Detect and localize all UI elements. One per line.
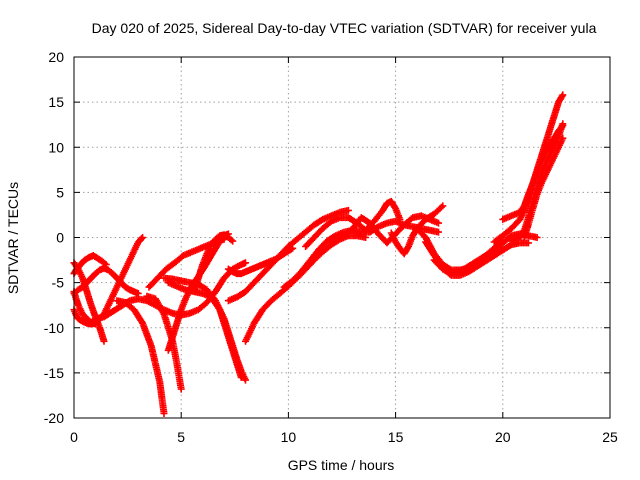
data-series	[70, 91, 567, 417]
series-markers	[302, 197, 404, 250]
series-arc27	[520, 134, 567, 241]
y-tick-label: 15	[48, 94, 64, 110]
y-axis-label: SDTVAR / TECUs	[5, 182, 21, 294]
y-tick-label: -20	[44, 410, 64, 426]
series-markers	[113, 297, 168, 417]
y-tick-label: 20	[48, 49, 64, 65]
y-tick-label: -15	[44, 365, 64, 381]
x-axis-label: GPS time / hours	[288, 457, 395, 473]
series-markers	[387, 202, 447, 258]
axis-ticks: 0 5 10 15 20 25 -20 -15 -10 -5 0 5 10 15 20	[44, 49, 618, 445]
x-tick-label: 5	[177, 429, 185, 445]
series-arc7	[113, 297, 168, 417]
series-markers	[224, 206, 352, 305]
y-tick-label: 10	[48, 139, 64, 155]
x-tick-label: 0	[70, 429, 78, 445]
series-arc13	[190, 231, 237, 296]
y-tick-label: 0	[56, 230, 64, 246]
x-tick-label: 25	[602, 429, 618, 445]
series-arc15	[224, 206, 352, 305]
chart-title: Day 020 of 2025, Sidereal Day-to-day VTE…	[92, 20, 597, 36]
x-tick-label: 10	[281, 429, 297, 445]
y-tick-label: 5	[56, 184, 64, 200]
series-arc20	[387, 202, 447, 258]
y-tick-label: -10	[44, 320, 64, 336]
series-markers	[430, 235, 507, 278]
x-tick-label: 15	[388, 429, 404, 445]
x-tick-label: 20	[495, 429, 511, 445]
y-tick-label: -5	[52, 275, 65, 291]
series-markers	[190, 231, 237, 296]
series-arc23	[430, 235, 507, 278]
series-markers	[520, 134, 567, 241]
series-arc18	[302, 197, 404, 250]
